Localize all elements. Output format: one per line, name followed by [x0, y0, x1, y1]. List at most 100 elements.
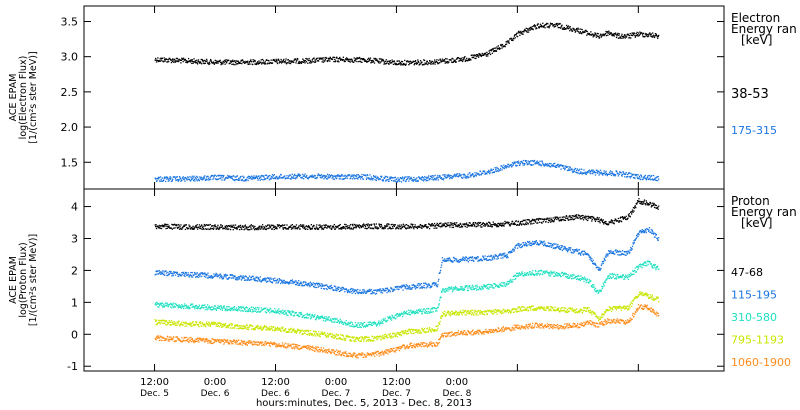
- data-point: [624, 33, 626, 36]
- data-point: [317, 282, 320, 284]
- data-point: [266, 174, 268, 177]
- data-point: [402, 64, 404, 66]
- data-point: [375, 59, 377, 62]
- data-point: [155, 180, 158, 183]
- data-point: [199, 227, 201, 230]
- data-point: [357, 57, 359, 59]
- data-point: [284, 178, 286, 180]
- data-point: [463, 259, 465, 262]
- data-point: [585, 29, 587, 31]
- data-point: [230, 225, 233, 228]
- data-point: [260, 225, 262, 228]
- data-point: [612, 220, 614, 222]
- data-point: [211, 309, 214, 311]
- data-point: [571, 170, 574, 172]
- data-point: [538, 26, 541, 29]
- series-47-68: [154, 198, 660, 231]
- data-point: [315, 282, 317, 285]
- data-point: [337, 288, 340, 290]
- data-point: [467, 224, 470, 226]
- data-point: [518, 243, 520, 245]
- data-point: [450, 260, 453, 262]
- data-point: [191, 59, 193, 61]
- data-point: [172, 59, 174, 61]
- data-point: [656, 237, 658, 240]
- data-point: [230, 274, 232, 276]
- data-point: [263, 278, 266, 280]
- data-point: [418, 176, 420, 178]
- data-point: [298, 312, 300, 314]
- data-point: [566, 27, 568, 29]
- data-point: [359, 323, 361, 325]
- data-point: [540, 25, 542, 28]
- data-point: [541, 161, 543, 163]
- data-point: [191, 178, 193, 181]
- data-point: [569, 30, 571, 32]
- data-point: [277, 310, 279, 313]
- data-point: [166, 225, 168, 228]
- data-point: [232, 275, 234, 277]
- data-point: [295, 227, 297, 229]
- data-point: [178, 58, 180, 60]
- data-point: [593, 33, 595, 36]
- data-point: [527, 29, 529, 31]
- data-point: [498, 47, 500, 49]
- data-point: [315, 60, 317, 62]
- data-point: [491, 52, 494, 54]
- data-point: [298, 315, 301, 317]
- data-point: [382, 226, 384, 229]
- data-point: [508, 40, 510, 42]
- data-point: [277, 58, 280, 60]
- data-point: [544, 163, 547, 165]
- data-point: [548, 217, 550, 219]
- data-point: [464, 177, 467, 179]
- data-point: [500, 254, 503, 256]
- data-point: [176, 57, 178, 60]
- data-point: [408, 288, 410, 290]
- data-point: [385, 289, 387, 292]
- data-point: [304, 283, 307, 285]
- data-point: [455, 58, 458, 60]
- data-point: [270, 308, 272, 310]
- data-point: [291, 224, 294, 226]
- data-point: [599, 222, 601, 224]
- data-point: [222, 307, 224, 309]
- data-point: [568, 26, 570, 28]
- data-point: [475, 54, 477, 56]
- data-point: [441, 226, 443, 228]
- data-point: [426, 283, 428, 286]
- data-point: [396, 181, 398, 183]
- data-point: [479, 224, 481, 227]
- data-point: [440, 222, 442, 224]
- data-point: [169, 176, 171, 178]
- data-point: [486, 53, 488, 56]
- data-point: [500, 45, 503, 47]
- data-point: [222, 177, 224, 179]
- data-point: [605, 170, 607, 172]
- data-point: [539, 160, 541, 162]
- data-point: [316, 316, 318, 318]
- data-point: [225, 276, 227, 278]
- data-point: [205, 274, 207, 277]
- data-point: [447, 62, 449, 64]
- data-point: [157, 57, 159, 59]
- data-point: [656, 176, 658, 178]
- data-point: [521, 33, 523, 35]
- data-point: [184, 275, 186, 278]
- data-point: [340, 321, 342, 323]
- data-point: [647, 35, 650, 37]
- data-point: [547, 23, 549, 25]
- data-point: [536, 218, 539, 220]
- data-point: [582, 31, 585, 34]
- data-point: [296, 281, 298, 283]
- data-point: [361, 225, 363, 228]
- data-point: [300, 281, 302, 283]
- data-point: [616, 171, 618, 173]
- data-point: [512, 223, 515, 225]
- data-point: [278, 59, 280, 61]
- data-point: [458, 261, 461, 263]
- data-point: [350, 288, 352, 290]
- data-point: [177, 305, 179, 307]
- data-point: [177, 307, 179, 309]
- data-point: [497, 48, 499, 50]
